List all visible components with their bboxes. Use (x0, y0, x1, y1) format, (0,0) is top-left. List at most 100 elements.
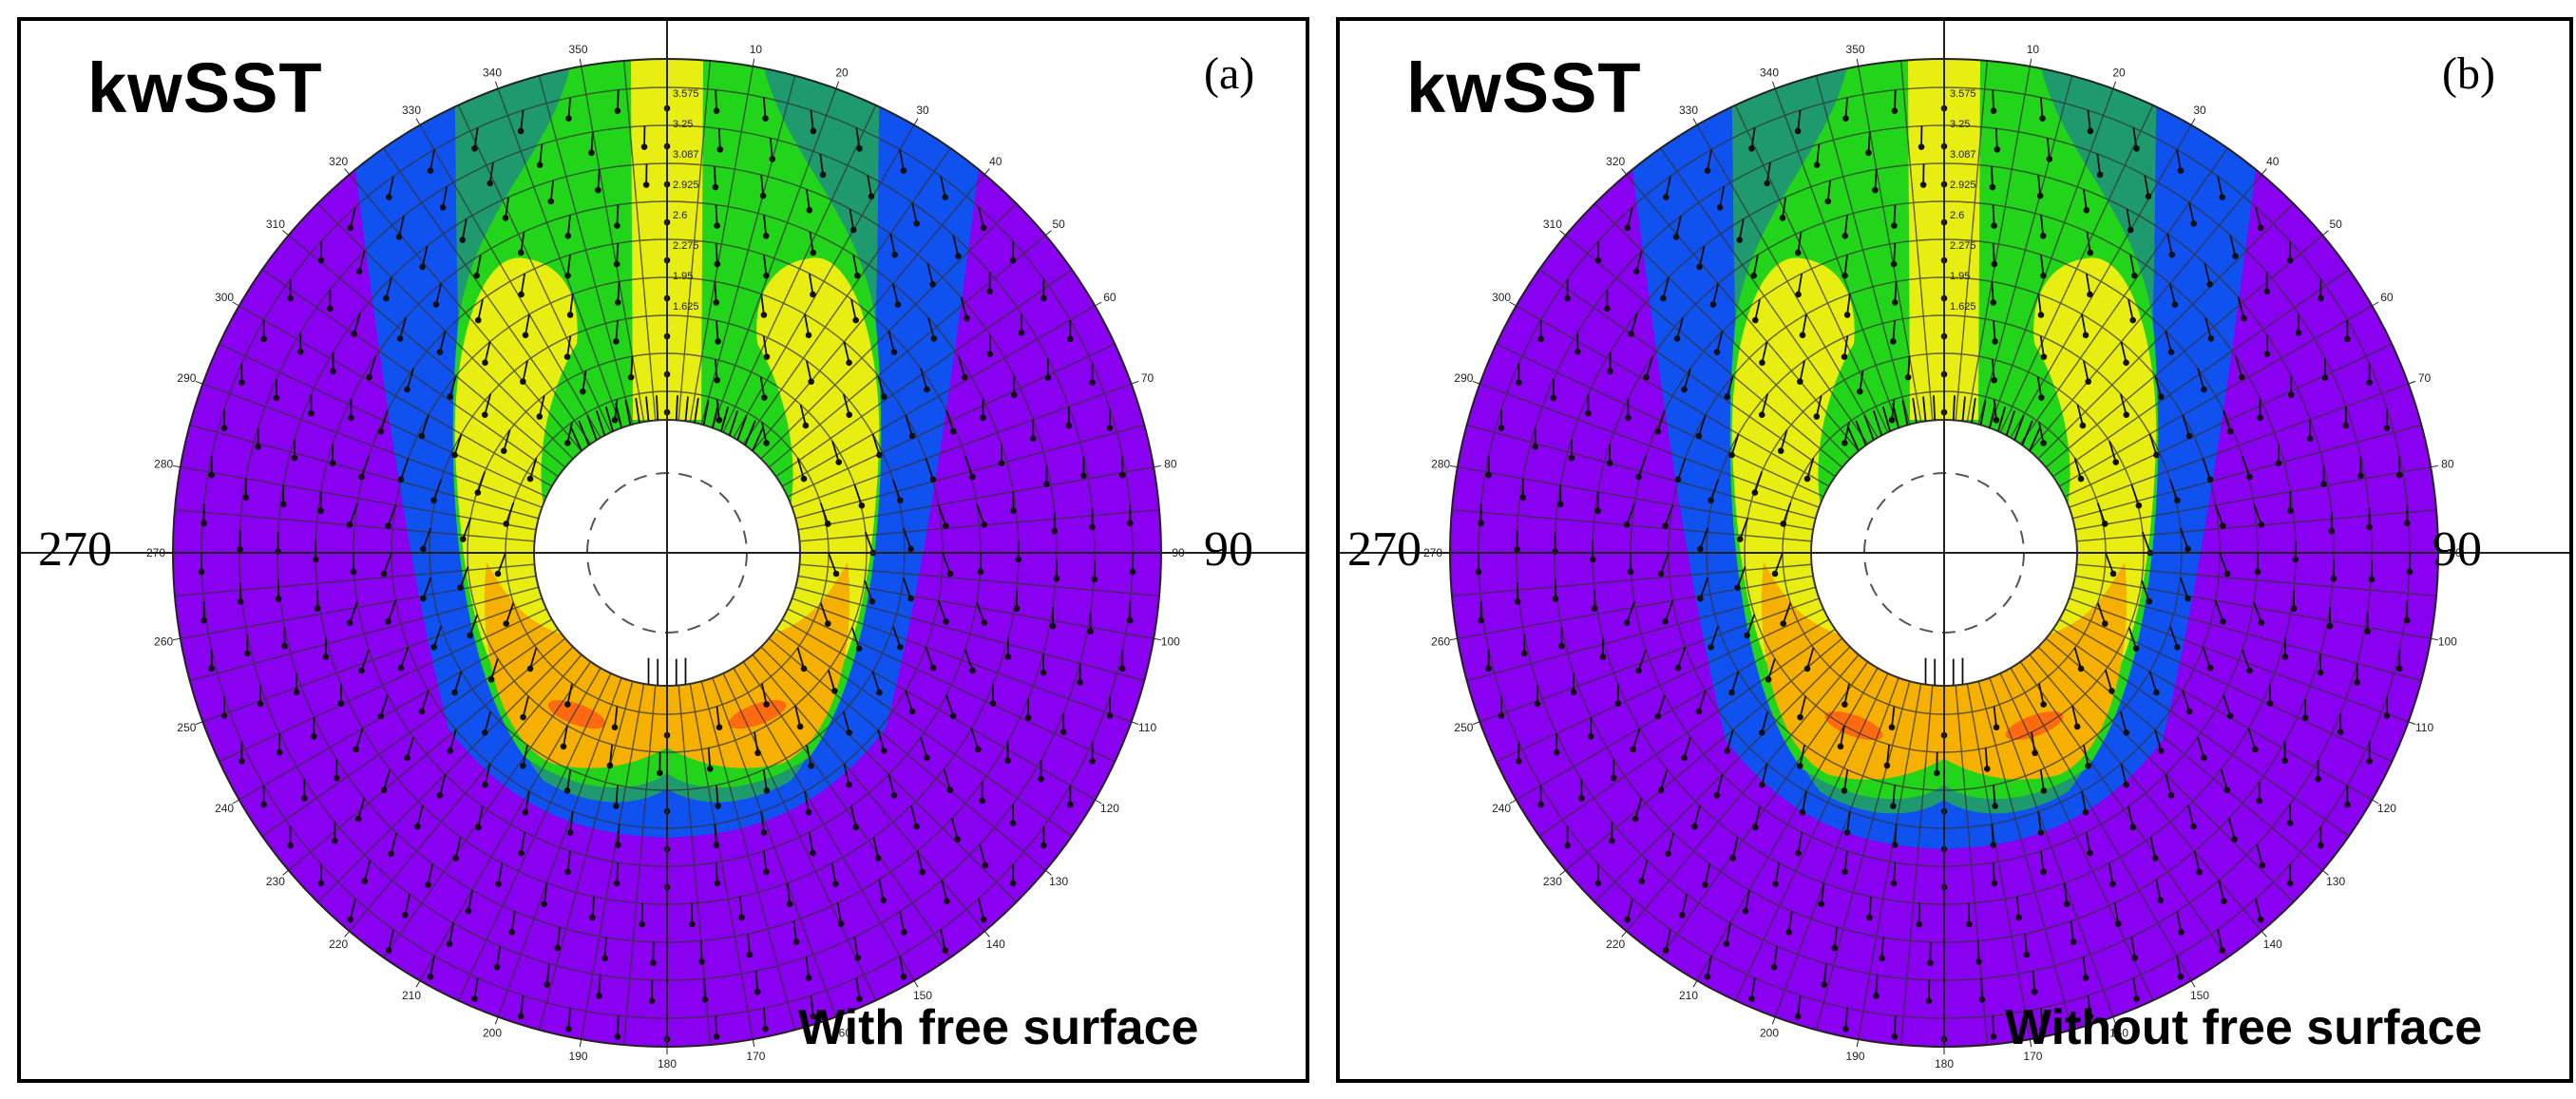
vector-head (760, 312, 768, 318)
vector-head (563, 353, 571, 360)
vector-arrow (1992, 204, 1995, 226)
vector-head (2406, 568, 2414, 576)
vector-arrow (1846, 294, 1851, 315)
vector-arrow (503, 429, 511, 451)
vector-head (1891, 842, 1899, 848)
vector-arrow (422, 527, 432, 550)
vector-head (854, 955, 862, 961)
vector-head (502, 215, 509, 221)
grid-radial (2045, 235, 2323, 468)
angle-tick-mark (752, 58, 755, 66)
vector-head (980, 414, 986, 422)
vector-arrow (1892, 320, 1896, 342)
vector-head (293, 689, 300, 695)
vector-head (2259, 862, 2266, 869)
vector-arrow (1797, 109, 1802, 132)
angle-tick-mark (1131, 380, 1139, 385)
grid-radial (239, 618, 553, 801)
vector-arrow (520, 273, 526, 295)
vector-head (1631, 815, 1639, 823)
vector-arrow (805, 957, 811, 978)
vector-head (314, 605, 321, 612)
vector-arrow (940, 929, 946, 951)
vector-head (2201, 754, 2207, 762)
vector-head (482, 359, 488, 367)
vector-arrow (763, 255, 768, 276)
vector-arrow (2182, 690, 2190, 712)
vector-arrow (853, 937, 859, 958)
vector-head (2226, 427, 2234, 435)
angle-tick-100: 100 (1161, 635, 1180, 648)
vector-arrow (1662, 276, 1670, 299)
vector-arrow (1993, 706, 1997, 728)
vector-arrow (616, 862, 620, 883)
vector-head (388, 850, 394, 858)
vector-arrow (940, 176, 946, 198)
vector-arrow (2168, 479, 2179, 502)
grid-radial (700, 75, 796, 425)
vector-arrow (448, 730, 457, 751)
vector-arrow (794, 705, 802, 728)
vector-head (1011, 391, 1018, 399)
vector-head (808, 378, 814, 386)
vector-arrow (1843, 215, 1848, 237)
vector-head (1040, 669, 1047, 676)
vector-head (500, 447, 507, 455)
vector-arrow (484, 711, 492, 733)
vector-head (2123, 359, 2129, 367)
panel-b: 350 10 20 30 40 50 60 70 80 90 100 110 120 130 140 150 1… (1336, 17, 2573, 1083)
surface-vector (736, 414, 748, 441)
vector-head (1925, 997, 1933, 1005)
vector-arrow (520, 831, 526, 854)
angle-tick-mark (1856, 1039, 1860, 1048)
vector-head (1883, 762, 1891, 769)
contour-label: 1.625 (1950, 301, 1976, 313)
grid-radial (538, 681, 634, 1031)
vector-arrow (1750, 977, 1756, 999)
grid-radial (1815, 681, 1911, 1031)
vector-head (2258, 619, 2265, 626)
surface-vector (728, 410, 739, 436)
surface-vector (604, 406, 614, 432)
vector-head (2157, 393, 2165, 400)
vector-arrow (404, 894, 411, 916)
vector-head (1553, 748, 1560, 756)
surface-vector (1855, 420, 1867, 446)
vector-head (1993, 417, 2000, 424)
vector-arrow (1782, 197, 1787, 218)
vector-head (1751, 489, 1759, 496)
vector-head (806, 206, 813, 214)
angle-tick-mark (1771, 81, 1776, 89)
vector-head (980, 916, 987, 923)
vector-arrow (1704, 863, 1711, 885)
vector-head (281, 642, 288, 650)
contour-label: 2.275 (673, 240, 699, 252)
vector-arrow (1707, 956, 1712, 977)
vector-head (2354, 679, 2360, 686)
vector-head (1770, 963, 1778, 971)
vector-head (2036, 192, 2044, 199)
grid-radial (2052, 628, 2350, 837)
surface-vector (624, 400, 632, 426)
vector-head (900, 974, 907, 980)
vector-head (1748, 145, 1755, 152)
vector-head (1857, 388, 1863, 395)
vector-arrow (2031, 731, 2036, 753)
vector-head (800, 665, 808, 673)
vector-head (980, 224, 987, 232)
vector-arrow (849, 208, 855, 231)
angle-tick-mark (1771, 1016, 1776, 1025)
vector-arrow (448, 375, 457, 397)
vector-head (913, 220, 920, 227)
angle-tick-250: 250 (1454, 721, 1473, 734)
vector-arrow (905, 414, 913, 437)
vector-arrow (2214, 600, 2224, 622)
vector-arrow (911, 202, 918, 224)
vector-arrow (630, 356, 634, 378)
vector-head (520, 378, 526, 386)
vector-arrow (2039, 1008, 2044, 1030)
vector-arrow (810, 109, 814, 132)
vector-head (2132, 645, 2140, 652)
vector-arrow (2176, 149, 2182, 171)
vector-arrow (2120, 341, 2128, 364)
